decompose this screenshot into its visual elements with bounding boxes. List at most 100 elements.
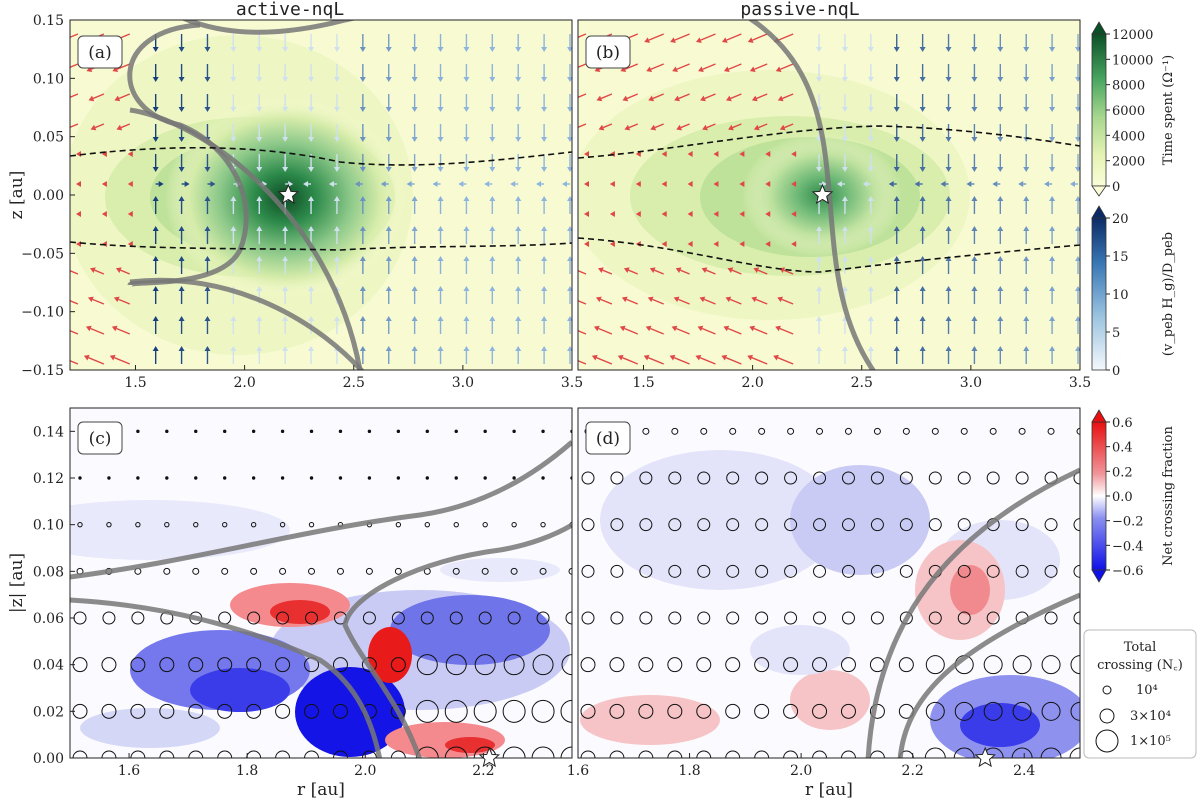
arrow-b-99	[784, 123, 794, 129]
arrow-a-224-head	[541, 256, 548, 261]
arrow-b-39-head	[650, 124, 657, 131]
crossing-circle-d-7	[787, 427, 795, 435]
cb-tick-label-vel-0: 20	[1112, 212, 1129, 227]
xtick-label-b-0: 1.5	[632, 375, 654, 391]
arrow-b-132-head	[867, 47, 874, 52]
arrow-b-174-head	[945, 196, 952, 201]
arrow-b-7-head	[584, 241, 589, 247]
arrow-b-231-head	[1075, 137, 1080, 142]
ytick-label-c-7: 0.00	[33, 751, 64, 767]
arrow-a-69-head	[204, 286, 211, 291]
arrow-b-22	[598, 327, 613, 335]
arrow-b-122-head	[841, 107, 848, 112]
arrow-b-139-head	[867, 226, 874, 231]
arrow-a-18-head	[101, 211, 107, 217]
arrow-a-157-head	[411, 77, 418, 82]
arrow-a-35-head	[109, 354, 116, 361]
arrow-a-203-head	[489, 346, 496, 351]
arrow-b-46	[650, 327, 664, 335]
arrow-b-39	[654, 123, 664, 129]
arrow-a-202-head	[489, 316, 496, 321]
crossing-circle-d-37	[610, 518, 624, 532]
crossing-circle-c-30	[425, 476, 429, 480]
arrow-b-80	[731, 269, 742, 275]
arrow-a-184-head	[463, 167, 470, 172]
crossing-circle-c-115	[275, 703, 291, 719]
arrow-a-146-head	[385, 107, 392, 112]
arrow-b-88-head	[765, 151, 771, 157]
crossing-circle-d-142	[1040, 747, 1062, 758]
arrow-a-113-head	[303, 181, 309, 187]
arrow-a-215-head	[515, 346, 522, 351]
arrow-a-181-head	[463, 77, 470, 82]
arrow-b-46-head	[645, 325, 652, 332]
cb-tick-label-net-4: −0.2	[1112, 515, 1144, 530]
crossing-circle-d-110	[638, 703, 654, 719]
arrow-b-215-head	[1023, 346, 1030, 351]
arrow-b-126-head	[841, 196, 848, 201]
arrow-a-165-head	[411, 286, 418, 291]
cb-tick-label-vel-1: 15	[1112, 250, 1129, 265]
arrow-a-147-head	[385, 137, 392, 142]
crossing-circle-d-127	[609, 750, 625, 758]
arrow-b-6-head	[584, 211, 589, 217]
arrow-b-64-head	[713, 151, 719, 157]
panel-a-curves	[70, 20, 572, 370]
crossing-circle-c-96	[246, 657, 262, 673]
arrow-a-209-head	[510, 181, 516, 187]
arrow-b-160-head	[919, 167, 926, 172]
arrow-b-43-head	[661, 241, 667, 247]
arrow-a-127-head	[333, 226, 340, 231]
crossing-circle-c-83	[391, 611, 405, 625]
arrow-b-97-head	[775, 66, 782, 73]
crossing-circle-c-64	[365, 567, 373, 575]
arrow-a-212-head	[515, 256, 522, 261]
arrow-b-90-head	[765, 211, 771, 217]
arrow-b-48	[674, 33, 690, 41]
crossing-circle-d-25	[784, 471, 798, 485]
arrow-a-70-head	[204, 316, 211, 321]
arrow-b-210-head	[1023, 196, 1030, 201]
arrow-a-87-head	[256, 137, 263, 142]
arrow-b-128-head	[841, 256, 848, 261]
arrow-a-187-head	[463, 226, 470, 231]
crossing-circle-d-45	[841, 518, 855, 532]
arrow-b-41-head	[661, 181, 667, 187]
arrow-a-52-head	[178, 167, 185, 172]
arrow-b-37	[650, 63, 664, 70]
arrow-b-4-head	[584, 151, 589, 157]
arrow-b-94-head	[749, 325, 756, 332]
arrow-b-209-head	[1018, 181, 1024, 187]
crossing-circle-c-33	[512, 476, 516, 480]
arrow-b-167-head	[919, 346, 926, 351]
crossing-circle-d-101	[898, 657, 914, 673]
crossing-circle-c-100	[361, 657, 377, 673]
arrow-b-27	[628, 123, 639, 129]
crossing-circle-c-142	[531, 746, 555, 758]
arrow-a-40-head	[152, 167, 159, 172]
arrow-b-74-head	[726, 95, 732, 102]
arrow-a-227-head	[541, 346, 548, 351]
arrow-b-127-head	[841, 226, 848, 231]
arrow-b-185-head	[966, 181, 972, 187]
crossing-circle-d-140	[982, 747, 1004, 758]
arrow-a-95-head	[256, 346, 263, 351]
crossing-circle-d-26	[813, 471, 827, 485]
arrow-b-33	[626, 298, 639, 305]
arrow-a-104-head	[282, 256, 289, 261]
crossing-circle-d-56	[639, 564, 653, 578]
arrow-b-184-head	[971, 167, 978, 172]
arrow-a-220-head	[541, 167, 548, 172]
arrow-b-138-head	[867, 196, 874, 201]
arrow-a-53-head	[184, 181, 190, 187]
arrow-a-57-head	[178, 286, 185, 291]
arrow-a-26	[118, 93, 131, 100]
arrow-b-112-head	[816, 167, 823, 172]
crossing-circle-d-107	[1070, 655, 1080, 675]
crossing-circle-c-49	[453, 521, 459, 528]
crossing-circle-c-57	[163, 567, 171, 575]
arrow-b-180-head	[971, 47, 978, 52]
arrow-b-61-head	[698, 66, 704, 73]
arrow-a-152-head	[385, 256, 392, 261]
crossing-circle-c-26	[309, 476, 314, 480]
